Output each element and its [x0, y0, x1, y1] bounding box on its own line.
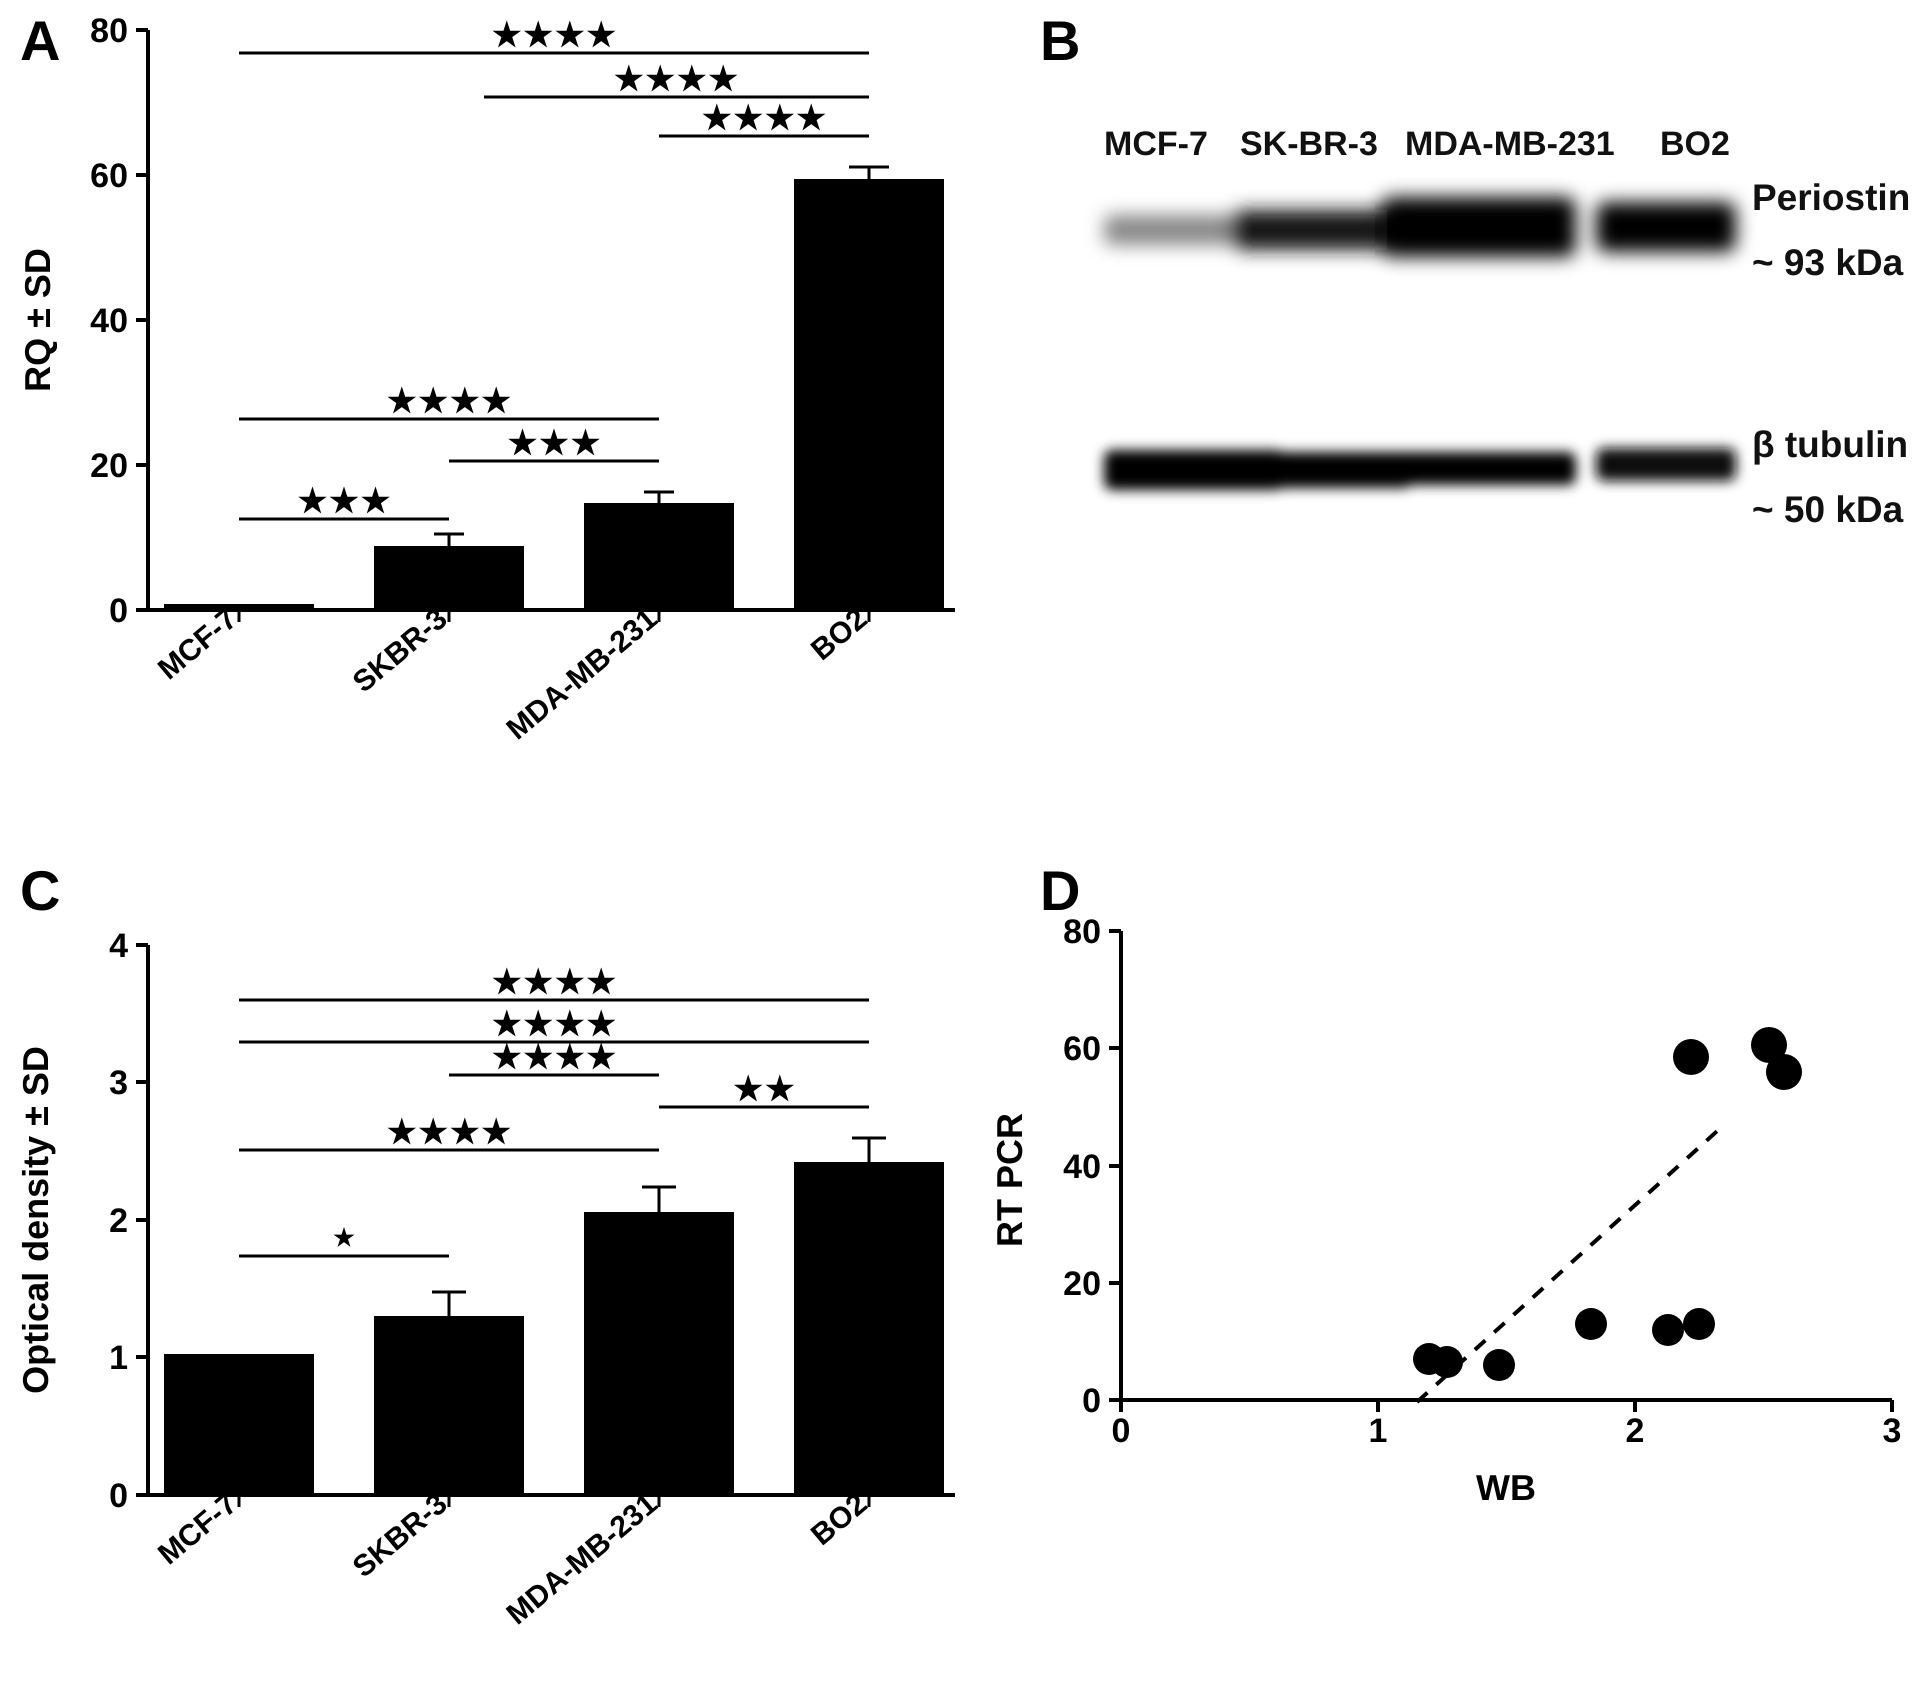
svg-text:β tubulin: β tubulin: [1752, 424, 1908, 465]
svg-text:20: 20: [90, 447, 128, 485]
svg-text:4: 4: [109, 927, 128, 965]
svg-text:WB: WB: [1476, 1467, 1536, 1508]
svg-text:0: 0: [109, 1477, 128, 1515]
svg-text:~ 93 kDa: ~ 93 kDa: [1752, 242, 1904, 283]
svg-text:0: 0: [1082, 1382, 1101, 1420]
svg-text:SKBR-3: SKBR-3: [347, 602, 454, 699]
svg-text:MCF-7: MCF-7: [152, 1487, 243, 1571]
svg-text:0: 0: [109, 592, 128, 630]
svg-text:80: 80: [1063, 913, 1101, 951]
svg-text:Periostin: Periostin: [1752, 177, 1910, 218]
svg-text:3: 3: [109, 1064, 128, 1102]
svg-text:60: 60: [1063, 1030, 1101, 1068]
svg-text:1: 1: [109, 1339, 128, 1377]
svg-text:2: 2: [109, 1202, 128, 1240]
svg-text:20: 20: [1063, 1265, 1101, 1303]
svg-text:2: 2: [1626, 1412, 1645, 1450]
svg-text:MDA-MB-231: MDA-MB-231: [1405, 125, 1615, 163]
svg-text:40: 40: [90, 302, 128, 340]
svg-text:BO2: BO2: [1660, 125, 1730, 163]
svg-text:SKBR-3: SKBR-3: [347, 1487, 454, 1584]
svg-text:Optical density ± SD: Optical density ± SD: [15, 1046, 56, 1394]
svg-text:1: 1: [1369, 1412, 1388, 1450]
svg-text:~ 50 kDa: ~ 50 kDa: [1752, 489, 1904, 530]
svg-text:0: 0: [1112, 1412, 1131, 1450]
svg-text:MDA-MB-231: MDA-MB-231: [501, 1487, 664, 1631]
svg-text:40: 40: [1063, 1148, 1101, 1186]
svg-text:3: 3: [1883, 1412, 1902, 1450]
svg-text:MCF-7: MCF-7: [1104, 125, 1208, 163]
svg-text:60: 60: [90, 157, 128, 195]
svg-text:80: 80: [90, 12, 128, 50]
svg-text:MCF-7: MCF-7: [152, 602, 243, 686]
svg-text:RQ ± SD: RQ ± SD: [17, 248, 58, 392]
svg-text:MDA-MB-231: MDA-MB-231: [501, 602, 664, 746]
svg-text:RT PCR: RT PCR: [989, 1113, 1030, 1247]
svg-text:SK-BR-3: SK-BR-3: [1240, 125, 1378, 163]
